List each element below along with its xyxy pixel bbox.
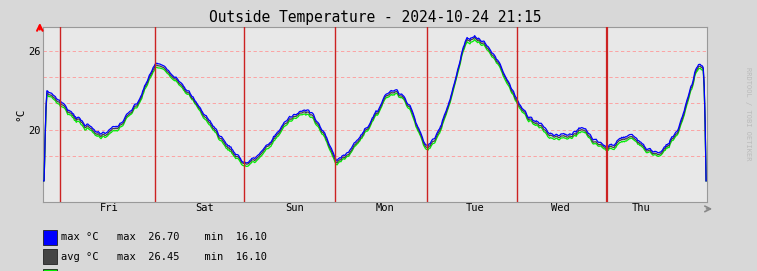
Text: max  26.45    min  16.10: max 26.45 min 16.10: [117, 252, 267, 262]
Text: max °C: max °C: [61, 232, 98, 242]
Text: max  26.70    min  16.10: max 26.70 min 16.10: [117, 232, 267, 242]
Text: RRDTOOL / TOBI OETIKER: RRDTOOL / TOBI OETIKER: [745, 67, 751, 161]
Y-axis label: °C: °C: [15, 108, 25, 121]
Title: Outside Temperature - 2024-10-24 21:15: Outside Temperature - 2024-10-24 21:15: [209, 9, 541, 25]
Text: avg °C: avg °C: [61, 252, 98, 262]
